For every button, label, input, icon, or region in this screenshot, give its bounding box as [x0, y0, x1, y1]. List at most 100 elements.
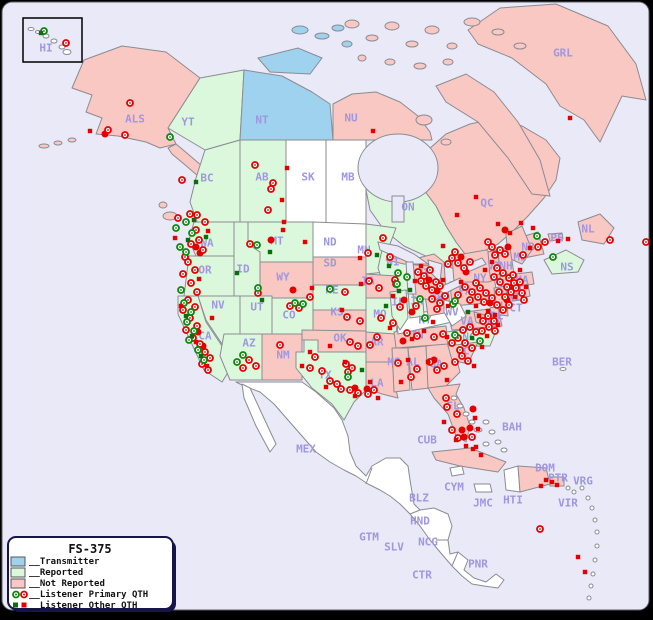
listener-other-qth-marker — [445, 303, 451, 309]
region-label-nl: NL — [581, 223, 595, 236]
listener-primary-qth-marker-dot — [451, 342, 453, 344]
listener-other-qth-marker — [453, 437, 459, 443]
listener-other-qth-marker — [185, 237, 191, 243]
island — [585, 495, 591, 501]
listener-primary-qth-marker-dot — [456, 413, 458, 415]
listener-other-qth-marker — [299, 363, 305, 369]
island — [594, 543, 600, 549]
listener-primary-qth-marker-dot — [494, 330, 496, 332]
james-bay — [391, 195, 405, 223]
listener-primary-qth-marker-dot — [180, 289, 182, 291]
region-als — [71, 45, 201, 149]
listener-primary-qth-marker-dot — [309, 296, 311, 298]
listener-cluster-marker — [400, 296, 408, 304]
listener-primary-qth-marker-dot — [439, 285, 441, 287]
island — [424, 25, 440, 35]
listener-primary-qth-marker-dot — [515, 287, 517, 289]
listener-primary-qth-marker-dot — [397, 362, 399, 364]
listener-primary-qth-marker-dot — [187, 299, 189, 301]
island — [435, 73, 551, 197]
listener-other-qth-marker — [209, 315, 215, 321]
listener-primary-qth-marker-dot — [43, 30, 45, 32]
listener-primary-qth-marker-dot — [382, 237, 384, 239]
listener-other-qth-marker — [471, 363, 477, 369]
listener-primary-qth-marker-dot — [471, 347, 473, 349]
listener-other-qth-marker — [309, 285, 315, 291]
region-label-grl: GRL — [553, 47, 573, 60]
listener-primary-qth-marker-dot — [645, 241, 647, 243]
listener-primary-qth-marker-dot — [321, 370, 323, 372]
island — [53, 140, 63, 146]
listener-primary-qth-marker-dot — [255, 365, 257, 367]
listener-primary-qth-marker-dot — [442, 333, 444, 335]
listener-primary-qth-marker-dot — [182, 273, 184, 275]
listener-primary-qth-marker-dot — [185, 251, 187, 253]
legend-label-listener-primary: __Listener Primary QTH — [29, 589, 148, 600]
listener-primary-qth-marker-dot — [479, 287, 481, 289]
island — [468, 419, 476, 425]
region-label-pnr: PNR — [468, 558, 488, 571]
region-label-bc: BC — [200, 172, 213, 185]
listener-primary-qth-marker-dot — [257, 292, 259, 294]
island — [559, 367, 567, 371]
lake — [405, 261, 417, 295]
listener-other-qth-marker — [465, 309, 471, 315]
listener-primary-qth-marker-dot — [471, 436, 473, 438]
island — [384, 58, 396, 66]
listener-primary-qth-marker-dot — [242, 367, 244, 369]
island — [589, 505, 595, 511]
listener-other-qth-marker — [473, 194, 479, 200]
island — [365, 34, 379, 42]
listener-cluster-marker — [408, 308, 416, 316]
island — [405, 40, 419, 48]
island — [413, 62, 427, 70]
listener-primary-qth-marker-dot — [419, 298, 421, 300]
listener-primary-qth-marker-dot — [447, 263, 449, 265]
listener-other-qth-marker — [191, 217, 197, 223]
listener-primary-qth-marker-dot — [349, 341, 351, 343]
listener-other-qth-marker — [198, 353, 204, 359]
listener-primary-qth-marker-dot — [475, 331, 477, 333]
listener-primary-qth-marker-dot — [454, 251, 456, 253]
region-nl — [577, 213, 615, 245]
listener-primary-qth-marker-dot — [444, 295, 446, 297]
listener-primary-qth-marker-dot — [477, 296, 479, 298]
island — [384, 21, 400, 31]
listener-primary-qth-marker-dot — [349, 389, 351, 391]
listener-primary-qth-marker-dot — [194, 306, 196, 308]
listener-primary-qth-marker-dot — [185, 329, 187, 331]
listener-primary-qth-marker-dot — [209, 357, 211, 359]
island — [58, 44, 66, 50]
listener-primary-qth-marker-dot — [451, 429, 453, 431]
island — [590, 571, 596, 577]
listener-primary-qth-marker-dot — [196, 325, 198, 327]
region-label-ab: AB — [255, 171, 269, 184]
listener-cluster-marker — [501, 226, 509, 234]
listener-other-qth-marker — [421, 328, 427, 334]
listener-other-qth-marker — [38, 30, 44, 36]
listener-primary-qth-marker-dot — [184, 256, 186, 258]
region-label-dom: DOM — [535, 462, 555, 475]
listener-other-qth-marker — [425, 359, 431, 365]
island — [344, 19, 360, 29]
listener-primary-qth-marker-dot — [537, 246, 539, 248]
listener-other-qth-marker — [383, 303, 389, 309]
region-label-bah: BAH — [502, 421, 522, 434]
listener-other-qth-marker — [489, 259, 495, 265]
region-mex — [241, 383, 277, 453]
listener-primary-qth-marker-dot — [491, 246, 493, 248]
listener-primary-qth-marker-dot — [504, 296, 506, 298]
listener-primary-qth-marker-dot — [510, 291, 512, 293]
island — [565, 485, 571, 491]
listener-other-qth-marker — [359, 367, 365, 373]
region-label-hnd: HND — [410, 515, 430, 528]
listener-primary-qth-marker-dot — [189, 213, 191, 215]
listener-primary-qth-marker-dot — [399, 306, 401, 308]
listener-other-qth-marker — [407, 287, 413, 293]
island — [357, 54, 367, 62]
listener-primary-qth-marker-dot — [185, 221, 187, 223]
listener-other-qth-marker — [409, 336, 415, 342]
listener-other-qth-marker — [281, 219, 287, 225]
listener-other-qth-marker — [567, 115, 573, 121]
